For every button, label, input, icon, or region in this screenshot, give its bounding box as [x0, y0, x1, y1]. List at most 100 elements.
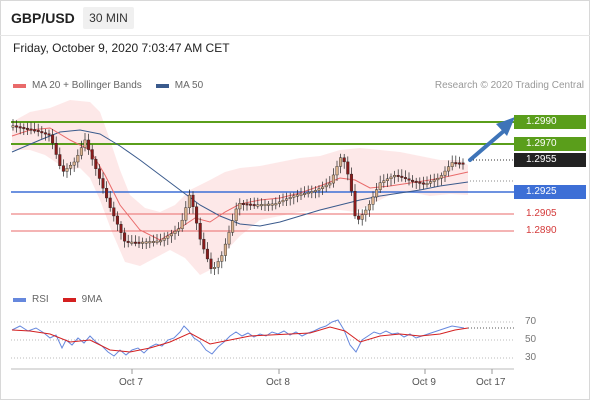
candle-body: [61, 165, 65, 172]
candle-body: [29, 128, 33, 131]
top-bar: GBP/USD 30 MIN: [0, 0, 590, 36]
candle-body: [321, 186, 325, 189]
candle-body: [123, 232, 127, 242]
candle-body: [130, 241, 134, 244]
rsi-swatch: [13, 297, 26, 302]
candle-body: [151, 241, 155, 243]
candle-body: [245, 203, 249, 206]
candle-body: [407, 178, 411, 181]
candle-body: [317, 188, 321, 191]
candle-body: [115, 215, 119, 225]
x-label-oct8: Oct 8: [266, 377, 290, 388]
candle-body: [389, 176, 393, 180]
candle-body: [382, 180, 386, 183]
candle-body: [40, 131, 44, 134]
candle-body: [15, 125, 19, 128]
interval-button[interactable]: 30 MIN: [83, 7, 134, 29]
price-label-3: 1.2955: [514, 153, 586, 167]
candle-body: [180, 219, 184, 229]
candle-body: [295, 194, 299, 197]
forecast-arrow-head: [496, 117, 515, 136]
candle-body: [25, 127, 29, 130]
candle-body: [331, 174, 335, 184]
candle-body: [159, 240, 163, 243]
candle-body: [155, 240, 159, 243]
candle-body: [223, 243, 227, 256]
candle-body: [364, 209, 368, 215]
candle-body: [259, 204, 263, 207]
candle-body: [418, 181, 422, 184]
candle-body: [234, 208, 238, 221]
rsi-label-50: 50: [525, 334, 537, 345]
candle-body: [162, 237, 166, 241]
candle-body: [69, 164, 73, 169]
candle-body: [281, 200, 285, 203]
candle-body: [227, 232, 231, 245]
candle-body: [198, 222, 202, 240]
ma9-legend-label: 9MA: [81, 294, 103, 305]
candle-body: [436, 177, 440, 181]
candle-body: [303, 192, 307, 195]
candle-body: [342, 157, 346, 163]
candle-body: [263, 203, 267, 206]
candle-body: [414, 180, 418, 183]
candle-body: [285, 198, 289, 201]
ma50-legend-label: MA 50: [174, 80, 204, 91]
price-label-4: 1.2925: [514, 185, 586, 199]
candlesticks: [11, 119, 465, 276]
candle-body: [421, 182, 425, 185]
candle-body: [209, 258, 213, 269]
rsi-legend: RSI 9MA: [13, 294, 102, 305]
candle-body: [238, 203, 242, 210]
price-label-2: 1.2970: [514, 137, 586, 151]
candle-body: [310, 191, 314, 194]
candle-body: [94, 158, 98, 169]
rsi-label-70: 70: [525, 316, 537, 327]
candle-body: [403, 177, 407, 180]
candle-body: [371, 196, 375, 205]
candle-body: [432, 179, 436, 182]
price-label-1: 1.2990: [514, 115, 586, 129]
candle-body: [461, 162, 465, 165]
forecast-arrow-shaft: [468, 128, 507, 162]
candle-body: [119, 224, 123, 233]
candle-body: [313, 190, 317, 193]
candle-body: [47, 133, 51, 136]
candle-body: [33, 129, 37, 132]
candle-body: [267, 203, 271, 206]
candle-body: [195, 206, 199, 224]
candle-body: [36, 130, 40, 132]
candle-body: [400, 175, 404, 178]
candle-body: [454, 162, 458, 165]
candle-body: [22, 127, 26, 130]
candle-body: [133, 241, 137, 244]
candle-body: [148, 241, 152, 244]
candle-body: [105, 187, 109, 199]
candle-body: [241, 203, 245, 205]
candle-body: [213, 267, 217, 269]
candle-body: [18, 126, 22, 129]
candle-body: [339, 157, 343, 167]
candle-body: [367, 204, 371, 211]
candle-body: [58, 154, 62, 166]
symbol-label: GBP/USD: [11, 10, 75, 26]
candle-body: [447, 166, 451, 172]
candle-body: [173, 230, 177, 234]
candle-body: [43, 132, 47, 135]
candle-body: [357, 215, 361, 220]
candle-body: [11, 125, 15, 128]
bollinger-band: [12, 100, 468, 275]
rsi-line: [11, 319, 465, 357]
candle-body: [205, 248, 209, 260]
candle-body: [385, 178, 389, 181]
ma20-swatch: [13, 83, 26, 88]
candle-body: [274, 203, 278, 206]
candle-body: [353, 190, 357, 217]
candle-body: [54, 143, 58, 155]
candle-body: [137, 241, 141, 244]
candle-body: [90, 149, 94, 160]
candle-body: [79, 147, 83, 156]
candle-body: [231, 220, 235, 233]
candle-body: [72, 161, 76, 166]
candle-body: [457, 162, 461, 165]
